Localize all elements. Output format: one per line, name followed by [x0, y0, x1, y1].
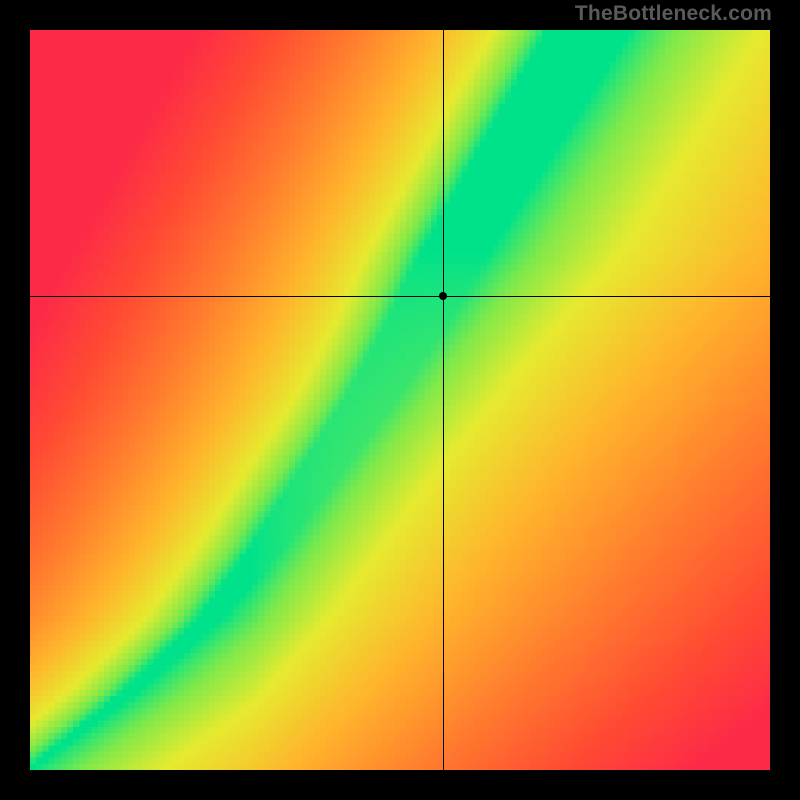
crosshair-marker — [439, 292, 447, 300]
bottleneck-heatmap — [30, 30, 770, 770]
chart-frame: TheBottleneck.com — [0, 0, 800, 800]
watermark-text: TheBottleneck.com — [575, 2, 772, 26]
crosshair-horizontal-line — [30, 296, 770, 297]
crosshair-vertical-line — [443, 30, 444, 770]
plot-area — [30, 30, 770, 770]
